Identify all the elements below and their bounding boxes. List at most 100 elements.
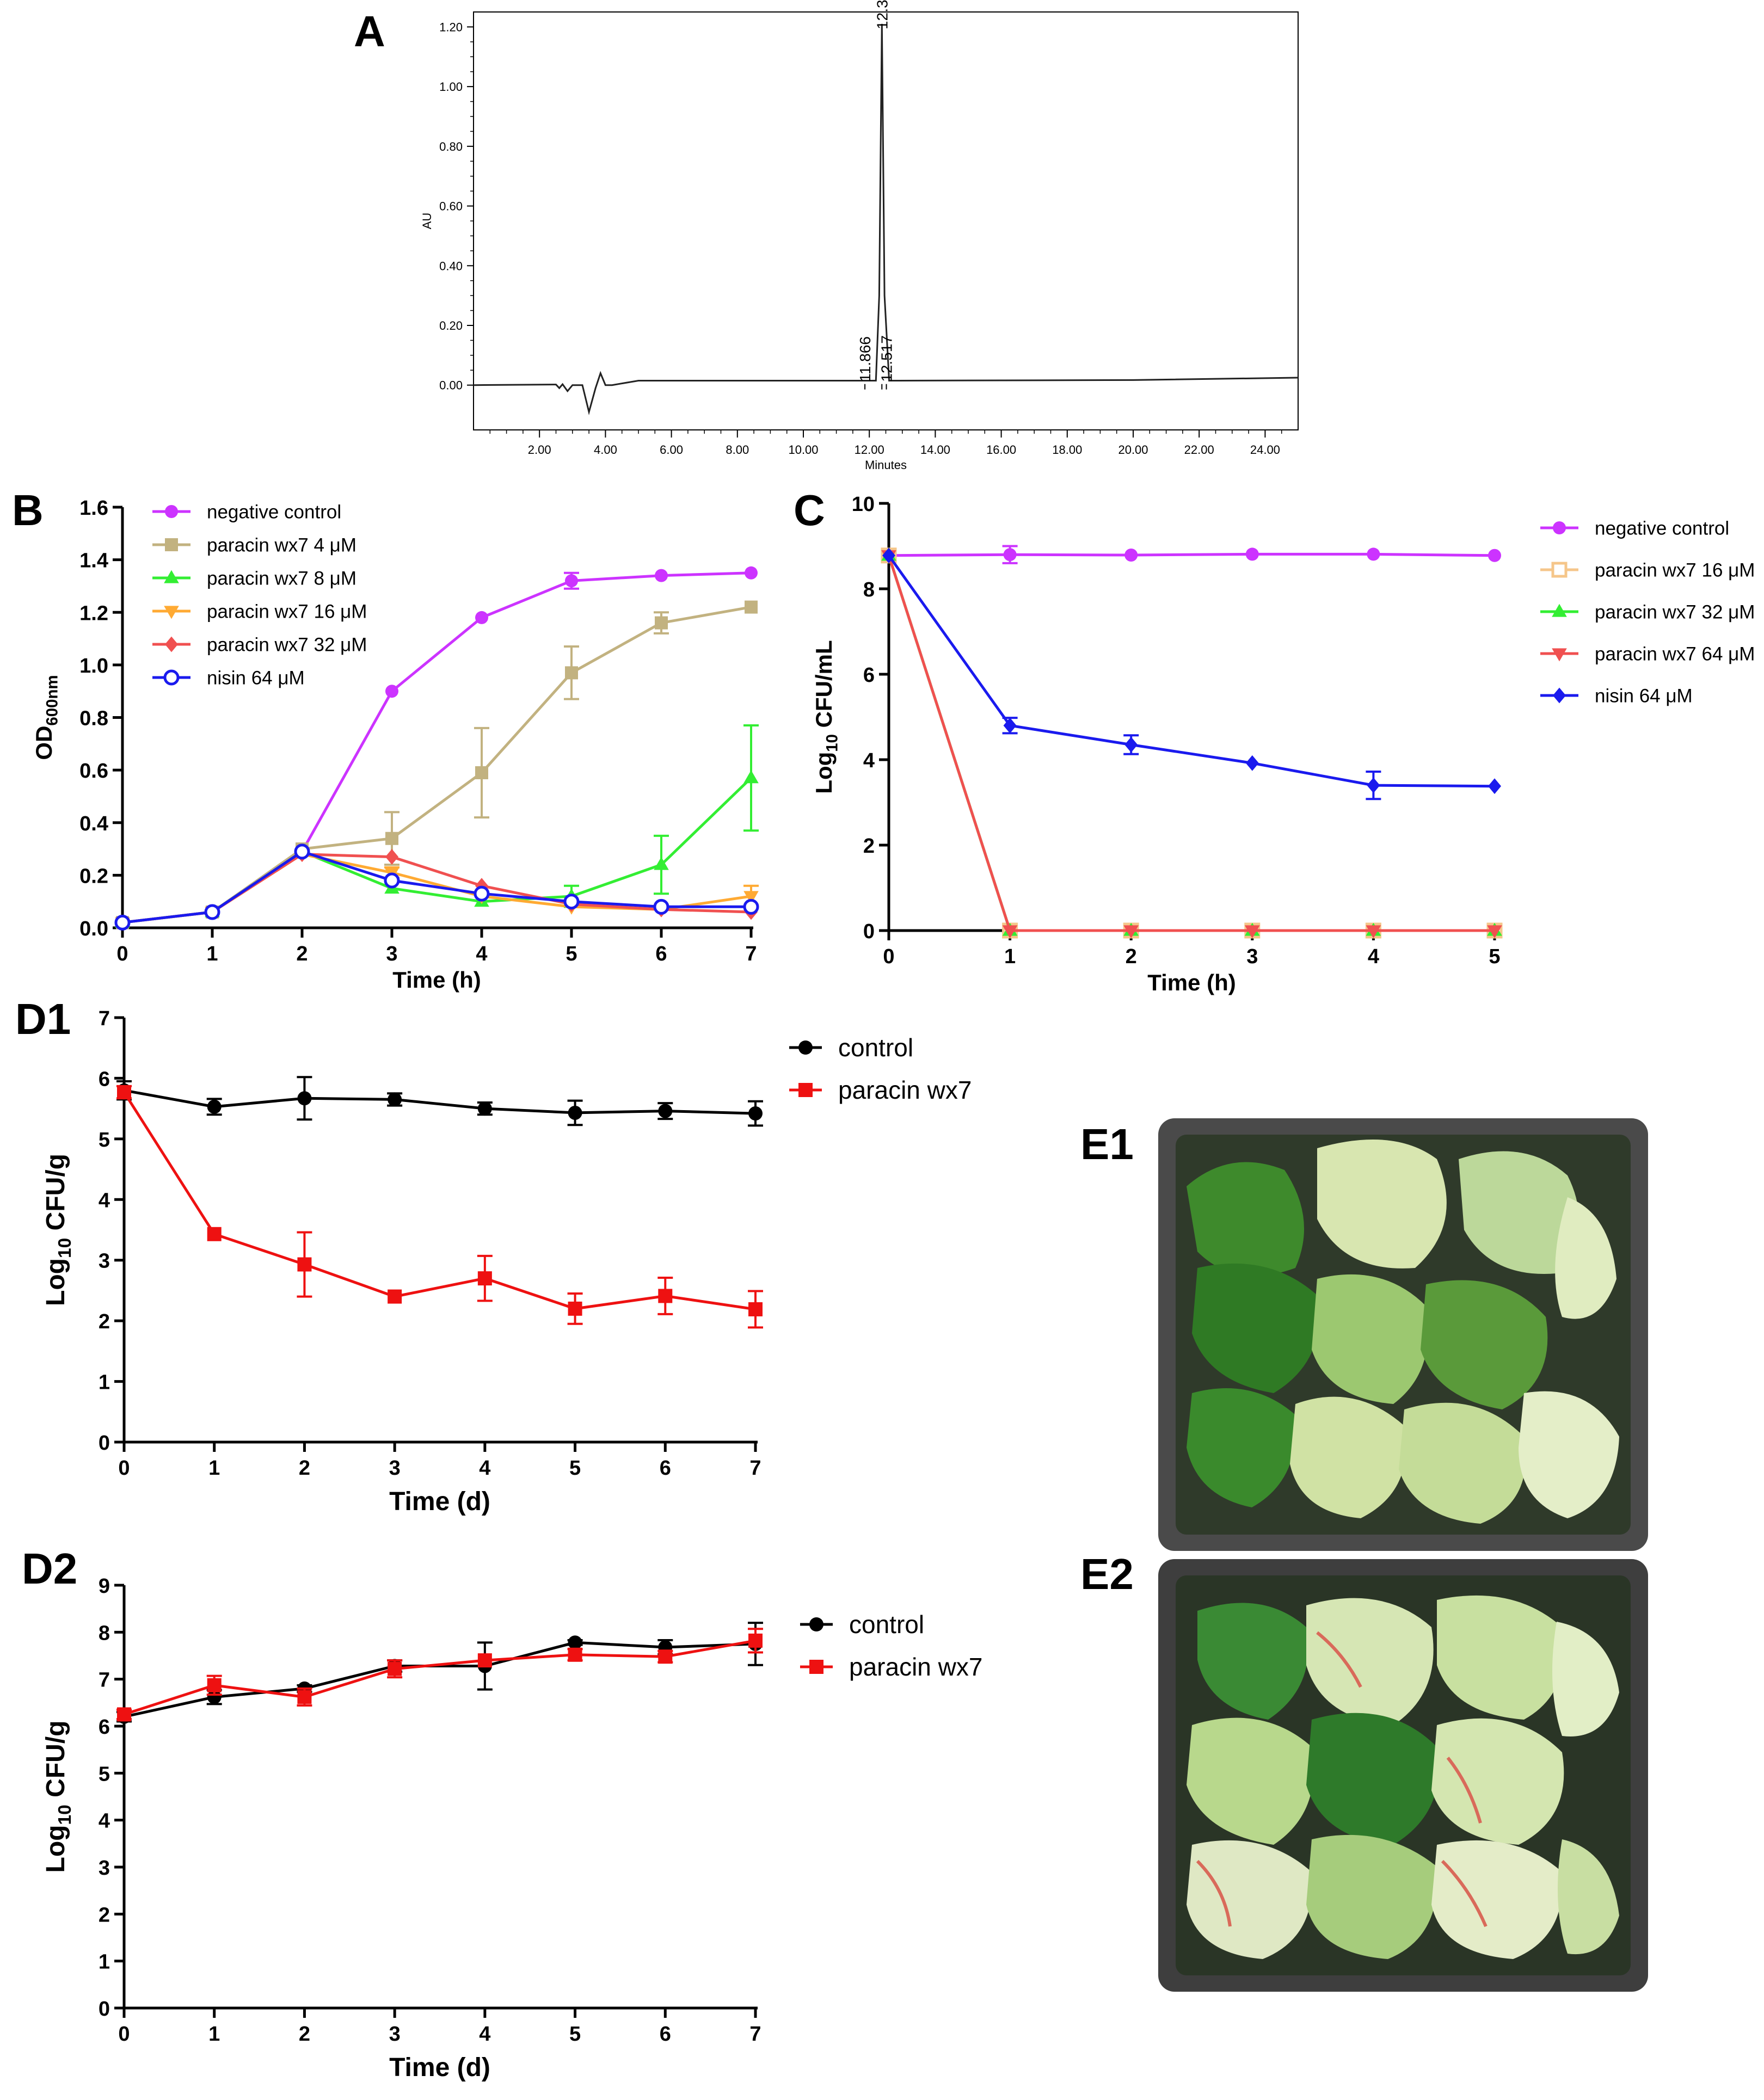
series-1 — [116, 1628, 763, 1722]
data-point — [117, 1707, 131, 1722]
y-tick-label: 4 — [99, 1810, 110, 1833]
y-tick-label: 0.8 — [79, 707, 108, 730]
x-tick-label: 3 — [389, 2023, 401, 2046]
x-tick-label: 2 — [296, 943, 308, 965]
data-point — [388, 1289, 402, 1304]
data-point — [297, 1690, 312, 1704]
y-tick-label: 0.2 — [79, 865, 108, 888]
legend-label: paracin wx7 32 μM — [207, 634, 367, 655]
hplc-xtick-label: 16.00 — [986, 443, 1016, 457]
data-point — [1245, 755, 1259, 771]
data-point — [477, 1101, 492, 1116]
data-point — [294, 843, 310, 860]
data-point — [477, 1271, 492, 1286]
panel-label-d1: D1 — [15, 995, 71, 1043]
data-point — [207, 1099, 222, 1114]
series-3 — [881, 550, 1502, 939]
chart-c-viability: 0 2 4 6 8 10 0 1 2 3 4 5 Time (h) Log10 CFU/mL negativ… — [811, 493, 1755, 995]
legend-marker — [1553, 521, 1566, 534]
x-tick-label: 1 — [1004, 945, 1016, 968]
x-tick-label: 5 — [566, 943, 577, 965]
data-point — [568, 1635, 582, 1650]
data-point — [207, 1690, 222, 1704]
series-0 — [882, 545, 1501, 564]
data-point — [475, 766, 488, 779]
peak-label: 12.517 — [878, 335, 895, 382]
data-point — [882, 547, 895, 564]
series-0 — [116, 1622, 763, 1724]
data-point — [297, 1257, 312, 1272]
hplc-xtick-label: 22.00 — [1184, 443, 1214, 457]
data-point — [1123, 925, 1139, 939]
data-point — [385, 849, 398, 865]
legend-label: negative control — [207, 501, 341, 522]
data-point — [207, 1678, 222, 1692]
data-point — [297, 1091, 312, 1106]
series-line — [124, 1641, 756, 1719]
y-tick-label: 5 — [99, 1763, 110, 1785]
data-point — [1366, 925, 1381, 939]
chart-d1-lettuce: 0 1 2 3 4 5 6 7 0 1 2 3 4 5 6 7 Time (d) Log10 CFU/g contr… — [41, 1007, 972, 1516]
legend-label: paracin wx7 64 μM — [1595, 643, 1755, 664]
legend-marker — [164, 570, 179, 583]
data-point — [1003, 717, 1017, 734]
x-tick-label: 7 — [749, 1457, 761, 1480]
legend-marker — [809, 1617, 823, 1631]
data-point — [748, 1106, 763, 1121]
legend-label: paracin wx7 4 μM — [207, 534, 357, 556]
legend-label: paracin wx7 — [849, 1653, 982, 1681]
data-point — [568, 1647, 582, 1662]
data-point — [114, 914, 131, 931]
x-tick-label: 2 — [299, 2023, 310, 2046]
photo-e2-lettuce — [1158, 1559, 1648, 1992]
data-point — [385, 832, 398, 845]
x-tick-label: 4 — [1368, 945, 1379, 968]
data-point — [207, 1227, 222, 1241]
x-tick-label: 1 — [208, 1457, 220, 1480]
y-tick-label: 0 — [99, 1432, 110, 1455]
y-tick-label: 0.6 — [79, 760, 108, 783]
x-tick-label: 1 — [208, 2023, 220, 2046]
x-tick-label: 0 — [118, 2023, 130, 2046]
hplc-xtick-label: 18.00 — [1052, 443, 1082, 457]
data-point — [658, 1104, 673, 1118]
series-line — [122, 850, 751, 924]
y-tick-label: 2 — [99, 1310, 110, 1333]
data-point — [563, 894, 580, 910]
legend-marker — [798, 1040, 813, 1055]
series-line — [888, 552, 1495, 557]
data-point — [1245, 925, 1260, 939]
data-point — [568, 1301, 582, 1316]
chart-b-growth: 0.0 0.2 0.4 0.6 0.8 1.0 1.2 1.4 1.6 0 1 2 3 4 5 6 7 Time … — [31, 497, 759, 993]
series-line — [124, 1639, 756, 1716]
y-tick-label: 9 — [99, 1575, 110, 1598]
hplc-xtick-label: 12.00 — [855, 443, 884, 457]
y-tick-label: 10 — [852, 493, 875, 516]
series-0 — [116, 1076, 763, 1127]
data-point — [745, 600, 758, 614]
panel-label-e2: E2 — [1080, 1550, 1134, 1598]
data-point — [1488, 549, 1501, 562]
series-5 — [114, 843, 759, 931]
peak-label: 12.381 — [874, 0, 890, 29]
y-axis-title: Log10 CFU/g — [41, 1721, 75, 1873]
data-point — [565, 574, 578, 588]
legend-marker — [798, 1083, 813, 1097]
hplc-ytick-label: 1.00 — [439, 80, 463, 94]
y-tick-label: 7 — [99, 1007, 110, 1030]
series-1 — [881, 547, 1503, 939]
hplc-xtick-label: 4.00 — [594, 443, 617, 457]
hplc-trace — [473, 23, 1299, 416]
data-point — [743, 891, 759, 904]
y-tick-label: 7 — [99, 1669, 110, 1692]
legend-label: paracin wx7 16 μM — [1595, 559, 1755, 581]
y-tick-label: 8 — [99, 1622, 110, 1645]
y-tick-label: 1.6 — [79, 497, 108, 520]
hplc-ylabel: AU — [420, 213, 434, 230]
hplc-xtick-label: 6.00 — [660, 443, 683, 457]
series-1 — [116, 1085, 763, 1329]
x-tick-label: 4 — [479, 2023, 490, 2046]
photo-e1-lettuce — [1158, 1118, 1648, 1551]
series-line — [887, 555, 1495, 932]
